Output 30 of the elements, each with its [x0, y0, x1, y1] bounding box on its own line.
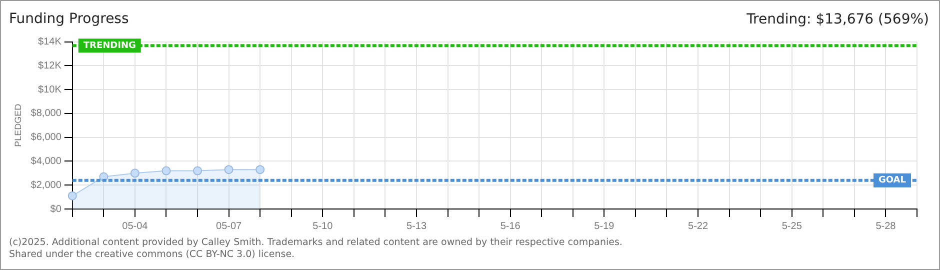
y-tick-label: $0 [50, 204, 62, 215]
y-tick-label: $12K [38, 60, 62, 72]
point [224, 165, 234, 174]
point [162, 166, 171, 176]
x-tick-label: 5-13 [406, 220, 427, 232]
x-tick-label: 5-16 [500, 220, 521, 232]
text: (c)2025. Additional content provided by Calley Smith. Trademarks and related content are owned by their respective companies. [9, 237, 622, 249]
x-tick-label: 5-10 [312, 220, 334, 232]
ref-line-label: GOAL [878, 176, 906, 186]
ref-line-label: TRENDING [83, 41, 136, 52]
y-tick-label: $14K [38, 36, 62, 48]
y-tick-label: $10K [38, 84, 62, 96]
y-tick-label: $4,000 [30, 156, 62, 167]
y-tick-label: $8,000 [30, 108, 62, 120]
x-tick-label: 5-28 [876, 220, 896, 232]
point [68, 191, 77, 200]
x-tick-label: 5-22 [688, 220, 708, 232]
point [130, 168, 140, 178]
text: Trending: $13,676 (569%) [746, 12, 929, 28]
point [193, 166, 202, 176]
x-tick-label: 05-07 [216, 220, 242, 232]
x-tick-label: 5-25 [782, 220, 802, 232]
x-tick-label: 5-19 [594, 220, 615, 232]
chart-title: Funding Progress [9, 11, 129, 28]
y-axis-title: PLEDGED [12, 103, 23, 147]
x-tick-label: 05-04 [122, 220, 148, 232]
point [256, 165, 265, 174]
y-tick-label: $2,000 [30, 180, 62, 191]
y-tick-label: $6,000 [30, 132, 62, 144]
text: Shared under the creative commons (CC BY-NC 3.0) license. [9, 249, 296, 261]
